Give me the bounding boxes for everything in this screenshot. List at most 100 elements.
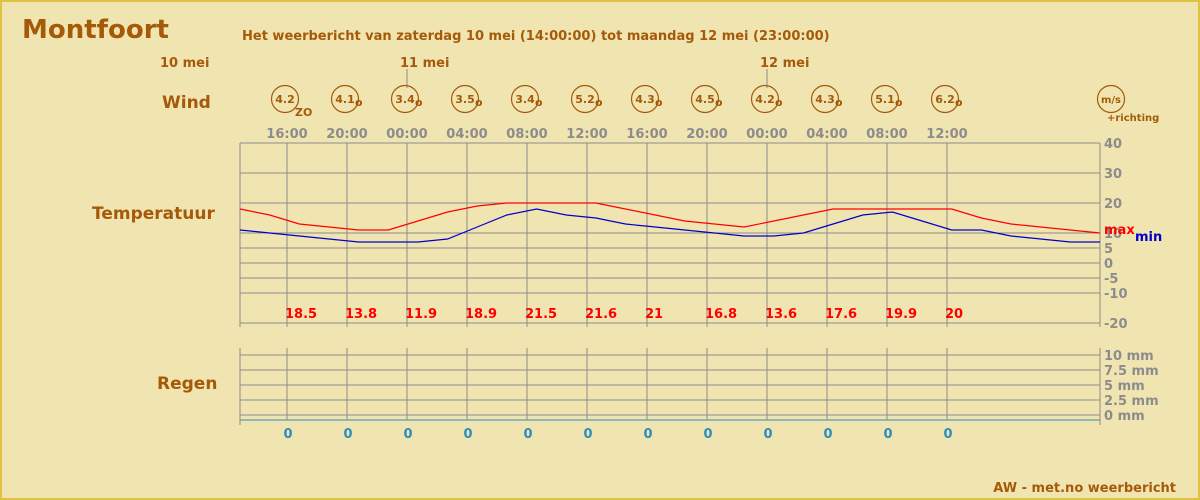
rain-tick-label: 0 mm bbox=[1104, 409, 1145, 424]
wind-direction-label: o bbox=[835, 96, 843, 109]
wind-speed-circle-icon bbox=[450, 84, 480, 114]
temperature-row-label: Temperatuur bbox=[92, 204, 215, 224]
wind-speed-value: 4.1 bbox=[335, 93, 355, 106]
temperature-data-label: 21.6 bbox=[585, 307, 617, 322]
wind-direction-label: o bbox=[535, 96, 543, 109]
wind-speed-circle-icon bbox=[510, 84, 540, 114]
time-label: 20:00 bbox=[686, 127, 727, 142]
wind-speed-value: 4.5 bbox=[695, 93, 715, 106]
rain-value-label: 0 bbox=[523, 427, 532, 442]
wind-row-label: Wind bbox=[162, 93, 211, 113]
temperature-tick-label: 10 bbox=[1104, 227, 1122, 242]
rain-value-label: 0 bbox=[883, 427, 892, 442]
temperature-tick-label: 0 bbox=[1104, 257, 1113, 272]
wind-speed-circle-icon bbox=[690, 84, 720, 114]
temperature-data-label: 19.9 bbox=[885, 307, 917, 322]
wind-speed-circle-icon bbox=[870, 84, 900, 114]
rain-tick-label: 5 mm bbox=[1104, 379, 1145, 394]
wind-speed-value: 4.3 bbox=[635, 93, 655, 106]
wind-speed-value: 3.5 bbox=[455, 93, 475, 106]
wind-speed-circle-icon bbox=[570, 84, 600, 114]
rain-tick-label: 2.5 mm bbox=[1104, 394, 1159, 409]
time-label: 00:00 bbox=[746, 127, 787, 142]
wind-unit-label: m/s bbox=[1101, 95, 1121, 106]
wind-direction-label: ZO bbox=[295, 106, 312, 119]
wind-speed-value: 6.2 bbox=[935, 93, 955, 106]
wind-speed-circle-icon bbox=[270, 84, 300, 114]
wind-speed-value: 4.3 bbox=[815, 93, 835, 106]
temperature-data-label: 18.9 bbox=[465, 307, 497, 322]
rain-value-label: 0 bbox=[283, 427, 292, 442]
wind-direction-label: o bbox=[415, 96, 423, 109]
time-label: 12:00 bbox=[566, 127, 607, 142]
temperature-data-label: 11.9 bbox=[405, 307, 437, 322]
time-label: 04:00 bbox=[806, 127, 847, 142]
wind-speed-circle-icon bbox=[390, 84, 420, 114]
temperature-data-label: 21.5 bbox=[525, 307, 557, 322]
wind-direction-label: o bbox=[895, 96, 903, 109]
temperature-data-label: 21 bbox=[645, 307, 663, 322]
time-label: 00:00 bbox=[386, 127, 427, 142]
temperature-min-line bbox=[239, 208, 1100, 243]
temperature-data-label: 16.8 bbox=[705, 307, 737, 322]
wind-speed-circle-icon bbox=[750, 84, 780, 114]
wind-speed-value: 4.2 bbox=[275, 93, 295, 106]
wind-direction-label: o bbox=[775, 96, 783, 109]
forecast-headline: Het weerbericht van zaterdag 10 mei (14:… bbox=[242, 29, 830, 44]
temperature-data-label: 20 bbox=[945, 307, 963, 322]
temperature-tick-label: -5 bbox=[1104, 272, 1118, 287]
temperature-tick-label: 5 bbox=[1104, 242, 1113, 257]
rain-value-label: 0 bbox=[763, 427, 772, 442]
legend-min: min bbox=[1135, 230, 1162, 245]
wind-unit-note: +richting bbox=[1107, 113, 1159, 124]
rain-value-label: 0 bbox=[703, 427, 712, 442]
wind-speed-circle-icon bbox=[630, 84, 660, 114]
time-label: 20:00 bbox=[326, 127, 367, 142]
rain-value-label: 0 bbox=[463, 427, 472, 442]
time-label: 04:00 bbox=[446, 127, 487, 142]
time-label: 12:00 bbox=[926, 127, 967, 142]
rain-tick-label: 10 mm bbox=[1104, 349, 1154, 364]
wind-direction-label: o bbox=[475, 96, 483, 109]
temperature-data-label: 17.6 bbox=[825, 307, 857, 322]
rain-value-label: 0 bbox=[823, 427, 832, 442]
rain-value-label: 0 bbox=[403, 427, 412, 442]
wind-direction-label: o bbox=[955, 96, 963, 109]
wind-speed-circle-icon bbox=[930, 84, 960, 114]
legend-max: max bbox=[1104, 223, 1135, 238]
wind-speed-circle-icon bbox=[330, 84, 360, 114]
temperature-tick-label: 20 bbox=[1104, 197, 1122, 212]
rain-tick-label: 7.5 mm bbox=[1104, 364, 1159, 379]
time-label: 16:00 bbox=[266, 127, 307, 142]
time-label: 08:00 bbox=[506, 127, 547, 142]
rain-value-label: 0 bbox=[643, 427, 652, 442]
temperature-tick-label: 40 bbox=[1104, 137, 1122, 152]
rain-value-label: 0 bbox=[343, 427, 352, 442]
rain-value-label: 0 bbox=[943, 427, 952, 442]
wind-direction-label: o bbox=[655, 96, 663, 109]
wind-unit-circle-icon bbox=[1096, 84, 1126, 114]
date-label: 11 mei bbox=[400, 56, 449, 71]
wind-speed-value: 4.2 bbox=[755, 93, 775, 106]
city-title: Montfoort bbox=[22, 15, 169, 45]
temperature-data-label: 18.5 bbox=[285, 307, 317, 322]
wind-direction-label: o bbox=[355, 96, 363, 109]
wind-speed-value: 3.4 bbox=[395, 93, 415, 106]
date-label: 12 mei bbox=[760, 56, 809, 71]
temperature-max-line bbox=[239, 202, 1101, 234]
wind-speed-value: 5.1 bbox=[875, 93, 895, 106]
temperature-tick-label: -20 bbox=[1104, 317, 1128, 332]
wind-speed-value: 3.4 bbox=[515, 93, 535, 106]
temperature-tick-label: 30 bbox=[1104, 167, 1122, 182]
rain-row-label: Regen bbox=[157, 374, 218, 394]
rain-value-label: 0 bbox=[583, 427, 592, 442]
source-credit: AW - met.no weerbericht bbox=[993, 481, 1176, 496]
temperature-data-label: 13.8 bbox=[345, 307, 377, 322]
wind-speed-circle-icon bbox=[810, 84, 840, 114]
wind-direction-label: o bbox=[715, 96, 723, 109]
wind-direction-label: o bbox=[595, 96, 603, 109]
time-label: 16:00 bbox=[626, 127, 667, 142]
temperature-data-label: 13.6 bbox=[765, 307, 797, 322]
